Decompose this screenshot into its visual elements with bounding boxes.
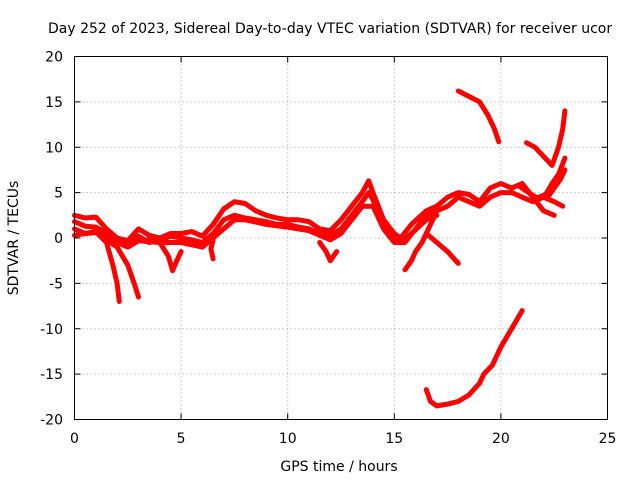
data-series	[72, 88, 568, 409]
x-tick-label: 10	[279, 431, 297, 447]
x-tick-label: 0	[70, 431, 79, 447]
grid-lines	[74, 56, 608, 420]
x-tick-label: 15	[385, 431, 403, 447]
series-track-11	[455, 88, 502, 145]
plot-frame	[74, 56, 608, 420]
series-track-9	[402, 212, 438, 273]
series-track-12	[515, 155, 568, 201]
x-tick-label: 20	[492, 431, 510, 447]
y-tick-label: -20	[40, 413, 63, 429]
x-tick-label: 25	[599, 431, 617, 447]
series-track-8	[317, 240, 340, 264]
series-track-14	[545, 167, 568, 200]
y-tick-label: -15	[40, 367, 63, 383]
x-tick-label: 5	[177, 431, 186, 447]
series-track-15	[423, 308, 525, 409]
y-tick-label: 5	[54, 186, 63, 202]
series-track-13	[524, 108, 568, 168]
y-axis-label: SDTVAR / TECUs	[6, 181, 22, 296]
series-track-6	[146, 235, 184, 274]
series-track-7	[208, 237, 216, 262]
series-track-1	[72, 178, 557, 244]
series-track-5	[104, 237, 141, 300]
y-tick-label: 0	[54, 231, 63, 247]
chart-title: Day 252 of 2023, Sidereal Day-to-day VTE…	[48, 21, 612, 37]
x-axis-label: GPS time / hours	[280, 459, 397, 475]
y-tick-label: 20	[45, 50, 63, 66]
y-tick-label: -5	[49, 276, 63, 292]
y-tick-label: 15	[45, 95, 63, 111]
y-tick-label: 10	[45, 140, 63, 156]
y-tick-label: -10	[40, 322, 63, 338]
series-track-10	[423, 231, 461, 266]
